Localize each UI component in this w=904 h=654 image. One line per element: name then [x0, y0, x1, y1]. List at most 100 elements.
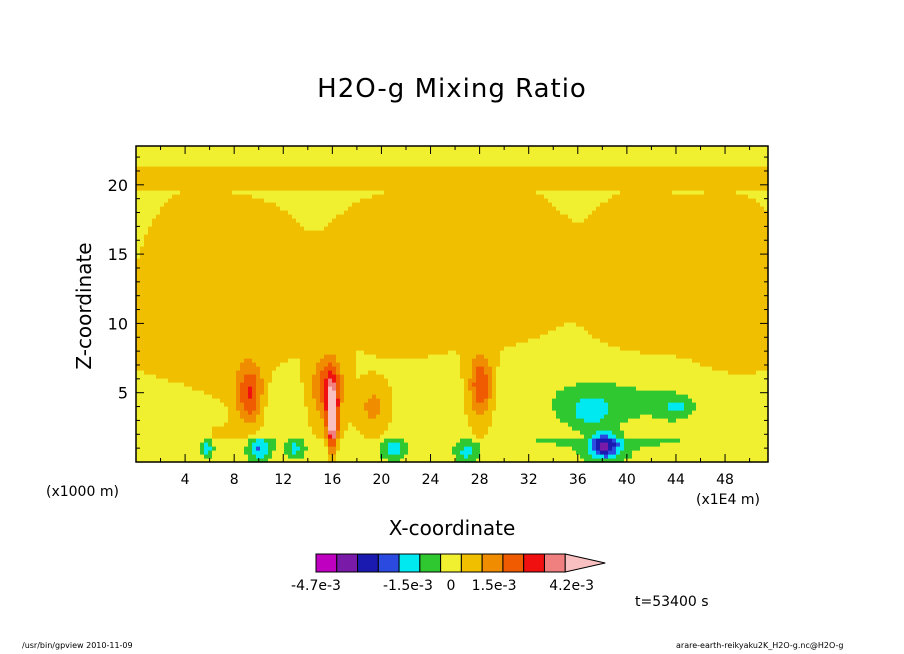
contour-cell — [596, 394, 601, 399]
contour-cell — [680, 410, 685, 415]
contour-cell — [584, 414, 589, 419]
contour-cell — [620, 422, 625, 427]
contour-cell — [276, 354, 281, 359]
contour-cell — [256, 442, 261, 447]
contour-cell — [264, 338, 269, 343]
contour-cell — [440, 394, 445, 399]
contour-cell — [276, 350, 281, 355]
contour-cell — [248, 354, 253, 359]
contour-cell — [360, 334, 365, 339]
contour-cell — [412, 390, 417, 395]
contour-cell — [512, 410, 517, 415]
contour-cell — [504, 358, 509, 363]
contour-cell — [620, 458, 625, 463]
contour-cell — [720, 386, 725, 391]
contour-cell — [288, 382, 293, 387]
contour-cell — [408, 342, 413, 347]
contour-cell — [664, 350, 669, 355]
contour-cell — [424, 454, 429, 459]
contour-cell — [420, 426, 425, 431]
contour-cell — [652, 342, 657, 347]
contour-cell — [392, 374, 397, 379]
contour-cell — [420, 386, 425, 391]
contour-cell — [496, 362, 501, 367]
contour-cell — [748, 342, 753, 347]
contour-cell — [216, 426, 221, 431]
contour-cell — [156, 434, 161, 439]
contour-cell — [144, 378, 149, 383]
contour-cell — [180, 378, 185, 383]
contour-cell — [576, 358, 581, 363]
contour-cell — [228, 366, 233, 371]
contour-cell — [588, 398, 593, 403]
contour-cell — [616, 398, 621, 403]
contour-cell — [188, 418, 193, 423]
contour-cell — [352, 450, 357, 455]
contour-cell — [456, 342, 461, 347]
contour-cell — [440, 454, 445, 459]
contour-cell — [588, 450, 593, 455]
contour-cell — [380, 438, 385, 443]
contour-cell — [608, 430, 613, 435]
contour-cell — [588, 458, 593, 463]
contour-cell — [332, 410, 337, 415]
contour-cell — [524, 338, 529, 343]
contour-cell — [704, 378, 709, 383]
contour-cell — [444, 406, 449, 411]
contour-cell — [152, 414, 157, 419]
contour-cell — [724, 338, 729, 343]
contour-cell — [188, 394, 193, 399]
contour-cell — [452, 370, 457, 375]
contour-cell — [224, 438, 229, 443]
contour-cell — [728, 362, 733, 367]
contour-cell — [752, 386, 757, 391]
contour-cell — [352, 422, 357, 427]
contour-cell — [184, 398, 189, 403]
contour-cell — [536, 338, 541, 343]
contour-cell — [300, 438, 305, 443]
contour-cell — [644, 378, 649, 383]
contour-cell — [296, 418, 301, 423]
contour-cell — [340, 438, 345, 443]
contour-cell — [352, 370, 357, 375]
contour-cell — [548, 386, 553, 391]
contour-cell — [580, 362, 585, 367]
contour-cell — [448, 438, 453, 443]
contour-cell — [328, 346, 333, 351]
contour-cell — [496, 430, 501, 435]
contour-cell — [616, 430, 621, 435]
contour-cell — [724, 366, 729, 371]
contour-cell — [268, 378, 273, 383]
contour-cell — [144, 398, 149, 403]
contour-cell — [416, 358, 421, 363]
contour-cell — [576, 386, 581, 391]
contour-cell — [564, 370, 569, 375]
contour-cell — [152, 446, 157, 451]
contour-cell — [412, 366, 417, 371]
contour-cell — [344, 422, 349, 427]
contour-cell — [496, 454, 501, 459]
contour-cell — [168, 358, 173, 363]
contour-cell — [208, 406, 213, 411]
contour-cell — [560, 406, 565, 411]
contour-cell — [332, 346, 337, 351]
contour-cell — [336, 402, 341, 407]
contour-cell — [660, 358, 665, 363]
contour-cell — [164, 350, 169, 355]
contour-cell — [212, 418, 217, 423]
contour-cell — [456, 458, 461, 463]
contour-cell — [572, 338, 577, 343]
contour-cell — [208, 414, 213, 419]
contour-cell — [668, 442, 673, 447]
contour-cell — [396, 450, 401, 455]
contour-cell — [396, 398, 401, 403]
contour-cell — [180, 362, 185, 367]
contour-cell — [456, 346, 461, 351]
contour-cell — [516, 362, 521, 367]
contour-cell — [516, 454, 521, 459]
contour-cell — [260, 430, 265, 435]
contour-cell — [340, 346, 345, 351]
contour-cell — [200, 362, 205, 367]
contour-cell — [504, 354, 509, 359]
contour-cell — [272, 450, 277, 455]
